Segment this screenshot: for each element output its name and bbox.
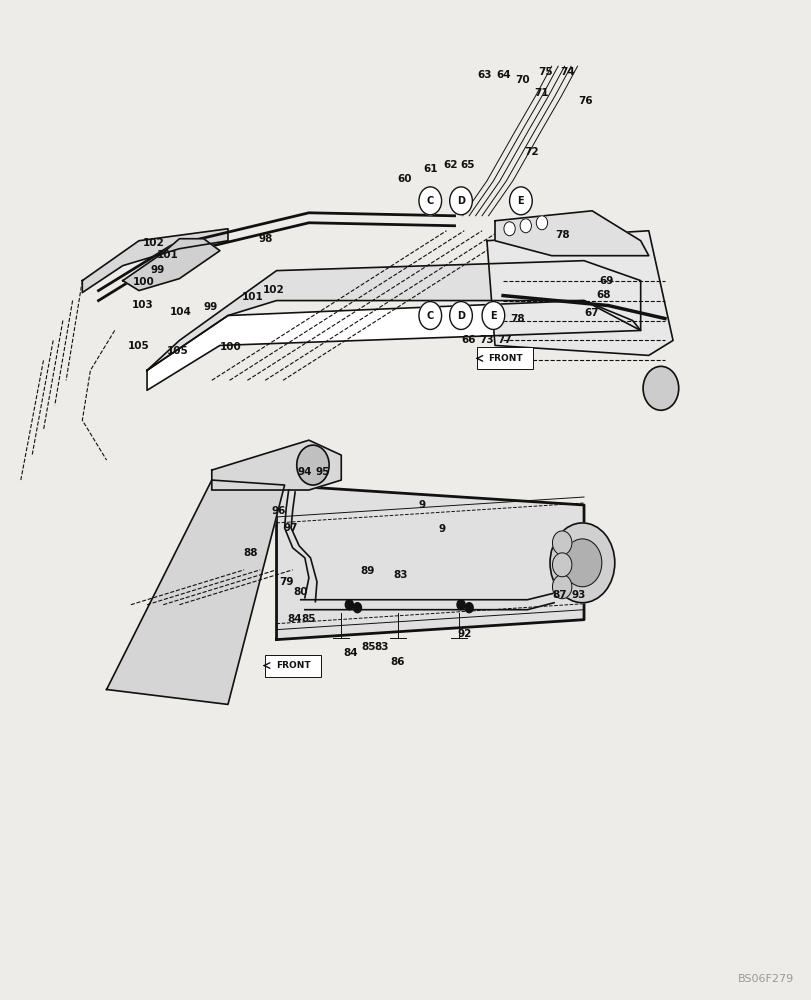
Circle shape [449,302,472,329]
Text: 83: 83 [374,642,388,652]
Text: 99: 99 [203,302,217,312]
Text: E: E [517,196,524,206]
Text: D: D [457,196,465,206]
Circle shape [549,523,614,603]
Circle shape [353,603,361,613]
Text: 97: 97 [284,523,298,533]
Text: 94: 94 [297,467,311,477]
Text: FRONT: FRONT [487,354,522,363]
Text: 85: 85 [301,614,315,624]
Text: 89: 89 [359,566,374,576]
Text: 101: 101 [157,250,178,260]
Text: C: C [426,196,433,206]
Polygon shape [495,211,648,256]
Text: 84: 84 [343,648,358,658]
Text: 65: 65 [460,160,474,170]
Polygon shape [277,485,583,640]
Circle shape [418,302,441,329]
Text: 78: 78 [510,314,525,324]
Text: 68: 68 [595,290,610,300]
Text: FRONT: FRONT [276,661,311,670]
Circle shape [482,302,504,329]
Text: 70: 70 [515,75,530,85]
FancyBboxPatch shape [265,655,320,677]
Circle shape [551,553,571,577]
Text: D: D [457,311,465,321]
Text: 85: 85 [361,642,375,652]
Circle shape [520,219,530,233]
Circle shape [551,531,571,555]
Text: 74: 74 [560,67,574,77]
Text: 102: 102 [262,285,284,295]
Polygon shape [487,231,672,355]
Polygon shape [147,261,640,370]
Circle shape [509,187,531,215]
Text: 103: 103 [131,300,153,310]
Text: 93: 93 [570,590,585,600]
Text: 92: 92 [457,629,471,639]
Circle shape [551,575,571,599]
Circle shape [504,222,515,236]
Text: 84: 84 [286,614,301,624]
Text: 69: 69 [599,276,613,286]
Text: 67: 67 [584,308,599,318]
Circle shape [465,603,473,613]
Text: 105: 105 [167,346,188,356]
Text: 77: 77 [497,335,512,345]
Text: 100: 100 [219,342,241,352]
Polygon shape [82,229,228,293]
Text: 83: 83 [393,570,407,580]
Text: 105: 105 [128,341,150,351]
Text: 96: 96 [272,506,285,516]
Text: 101: 101 [241,292,263,302]
Text: 61: 61 [423,164,437,174]
Text: 62: 62 [443,160,457,170]
Text: 64: 64 [496,70,511,80]
Text: 75: 75 [537,67,551,77]
Circle shape [562,539,601,587]
Text: C: C [426,311,433,321]
Polygon shape [212,440,341,490]
Text: 88: 88 [243,548,258,558]
Text: 72: 72 [523,147,538,157]
Text: 86: 86 [390,657,405,667]
Circle shape [642,366,678,410]
Polygon shape [122,239,220,291]
Polygon shape [147,301,640,390]
Text: 79: 79 [279,577,293,587]
Text: 95: 95 [315,467,329,477]
Text: 80: 80 [294,587,307,597]
Text: 73: 73 [479,335,494,345]
Text: 66: 66 [461,335,475,345]
Text: 99: 99 [150,265,165,275]
Circle shape [345,600,353,610]
Circle shape [449,187,472,215]
Text: E: E [490,311,496,321]
Circle shape [535,216,547,230]
Text: 76: 76 [577,96,592,106]
Text: 78: 78 [554,230,569,240]
Text: 87: 87 [551,590,566,600]
Text: 71: 71 [534,88,548,98]
Text: 104: 104 [169,307,191,317]
FancyBboxPatch shape [477,347,532,369]
Text: 63: 63 [477,70,491,80]
Text: 98: 98 [259,234,272,244]
Text: BS06F279: BS06F279 [737,974,793,984]
Circle shape [457,600,465,610]
Text: 60: 60 [397,174,411,184]
Text: 102: 102 [143,238,164,248]
Circle shape [296,445,328,485]
Text: 9: 9 [438,524,445,534]
Text: 100: 100 [133,277,155,287]
Polygon shape [106,480,285,704]
Text: 9: 9 [418,500,425,510]
Circle shape [418,187,441,215]
